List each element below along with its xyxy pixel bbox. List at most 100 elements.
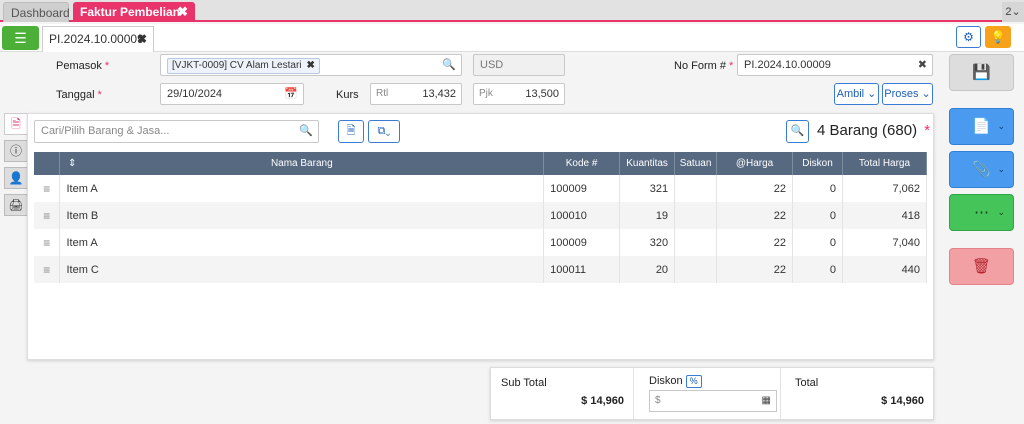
pemasok-field[interactable]: [VJKT-0009] CV Alam Lestari ✖ 🔍 [160, 54, 462, 76]
item-search-input[interactable]: Cari/Pilih Barang & Jasa... 🔍 [34, 120, 319, 143]
cell-price[interactable]: 22 [716, 202, 794, 229]
drag-handle-icon[interactable]: ≡ [34, 256, 61, 283]
cell-price[interactable]: 22 [716, 256, 794, 283]
document-tab-label: PI.2024.10.00009 [49, 32, 144, 46]
tab-counter[interactable]: 2⌄ [1002, 2, 1024, 22]
cell-name[interactable]: Item B [59, 202, 545, 229]
drag-handle-icon[interactable]: ≡ [34, 229, 61, 256]
table-row[interactable]: ≡ Item C 100011 20 22 0 440 [34, 256, 927, 283]
file-icon: 📄 [972, 118, 991, 135]
cell-qty[interactable]: 20 [619, 256, 676, 283]
cell-unit[interactable] [674, 202, 718, 229]
top-tab-strip: Dashboard Faktur Pembelian ✖ 2⌄ [0, 0, 1024, 22]
column-header-total[interactable]: Total Harga [842, 152, 927, 175]
cell-unit[interactable] [674, 256, 718, 283]
kurs-pjk-field[interactable]: Pjk 13,500 [473, 83, 565, 105]
more-icon: ⋯ [974, 204, 989, 221]
table-row[interactable]: ≡ Item A 100009 320 22 0 7,040 [34, 229, 927, 256]
person-icon[interactable]: 👤 [4, 167, 28, 189]
table-row[interactable]: ≡ Item B 100010 19 22 0 418 [34, 202, 927, 229]
cell-qty[interactable]: 321 [619, 175, 676, 202]
column-header-diskon[interactable]: Diskon [792, 152, 843, 175]
cell-unit[interactable] [674, 175, 718, 202]
percent-toggle[interactable]: % [685, 375, 702, 388]
column-header-kuantitas[interactable]: Kuantitas [619, 152, 676, 175]
cell-disc[interactable]: 0 [792, 256, 843, 283]
chevron-down-icon: ⌄ [997, 164, 1005, 174]
cell-code[interactable]: 100009 [543, 229, 621, 256]
doc-tab-icon[interactable]: 🗎 [4, 113, 28, 135]
totals-panel: Sub Total $ 14,960 Diskon% $ ▦ Total $ 1… [490, 367, 934, 420]
column-header-nama[interactable]: ⇕ Nama Barang [59, 152, 545, 175]
tab-dashboard[interactable]: Dashboard [3, 2, 70, 22]
column-header-harga[interactable]: @Harga [716, 152, 794, 175]
cell-name[interactable]: Item A [59, 229, 545, 256]
cell-disc[interactable]: 0 [792, 202, 843, 229]
dollar-prefix: $ [655, 395, 661, 406]
kurs-label: Kurs [336, 89, 359, 101]
bulb-icon[interactable]: 💡 [985, 26, 1011, 48]
column-header-drag [34, 152, 61, 175]
save-icon: 💾 [972, 64, 991, 81]
list-icon[interactable]: ☰ [2, 26, 39, 50]
cell-disc[interactable]: 0 [792, 175, 843, 202]
rtl-prefix: Rtl [376, 88, 389, 99]
tab-faktur-pembelian[interactable]: Faktur Pembelian ✖ [73, 2, 195, 22]
gear-icon[interactable]: ⚙ [956, 26, 981, 48]
doc-icon[interactable]: 🗎 [338, 120, 364, 143]
tanggal-field[interactable]: 29/10/2024 📅 [160, 83, 304, 105]
paperclip-icon: 📎 [972, 161, 991, 178]
cell-unit[interactable] [674, 229, 718, 256]
cell-price[interactable]: 22 [716, 175, 794, 202]
close-icon[interactable]: ✖ [177, 4, 188, 19]
cell-code[interactable]: 100010 [543, 202, 621, 229]
search-icon[interactable]: 🔍 [786, 120, 809, 143]
noform-field[interactable]: PI.2024.10.00009 ✖ [737, 54, 933, 76]
info-icon[interactable]: ⓘ [4, 140, 28, 162]
drag-handle-icon[interactable]: ≡ [34, 175, 61, 202]
column-header-kode[interactable]: Kode # [543, 152, 621, 175]
cell-name[interactable]: Item A [59, 175, 545, 202]
pemasok-label: Pemasok * [56, 60, 110, 72]
calculator-icon[interactable]: ▦ [761, 395, 771, 406]
ambil-button[interactable]: Ambil ⌄ [834, 83, 879, 105]
search-icon[interactable]: 🔍 [442, 59, 456, 71]
subtotal-cell: Sub Total $ 14,960 [491, 368, 634, 419]
item-count: 4 Barang (680) * [817, 122, 931, 139]
cell-code[interactable]: 100011 [543, 256, 621, 283]
proses-button[interactable]: Proses ⌄ [882, 83, 933, 105]
trash-icon: 🗑 [971, 258, 992, 275]
diskon-input[interactable]: $ ▦ [649, 390, 777, 412]
drag-handle-icon[interactable]: ≡ [34, 202, 61, 229]
copy-icon[interactable]: ⧉⌄ [368, 120, 400, 143]
cell-qty[interactable]: 19 [619, 202, 676, 229]
cell-total: 7,062 [842, 175, 927, 202]
diskon-cell: Diskon% $ ▦ [634, 368, 781, 419]
table-header: ⇕ Nama Barang Kode # Kuantitas Satuan @Ha… [34, 152, 927, 175]
more-actions-button[interactable]: ⋯ ⌄ [949, 194, 1014, 231]
column-header-satuan[interactable]: Satuan [674, 152, 718, 175]
search-icon[interactable]: 🔍 [299, 125, 313, 137]
close-icon[interactable]: ✖ [136, 32, 147, 46]
delete-button[interactable]: 🗑 [949, 248, 1014, 285]
sort-icon[interactable]: ⇕ [68, 158, 77, 169]
noform-label: No Form # * [674, 60, 734, 72]
save-button[interactable]: 💾 [949, 54, 1014, 91]
print-icon[interactable]: 🖨 [4, 194, 28, 216]
document-tab[interactable]: PI.2024.10.00009 ✖ [42, 26, 154, 52]
table-row[interactable]: ≡ Item A 100009 321 22 0 7,062 [34, 175, 927, 202]
document-menu-button[interactable]: 📄 ⌄ [949, 108, 1014, 145]
close-icon[interactable]: ✖ [306, 60, 315, 71]
cell-qty[interactable]: 320 [619, 229, 676, 256]
cell-total: 440 [842, 256, 927, 283]
calendar-icon[interactable]: 📅 [284, 88, 298, 100]
tab-label: Faktur Pembelian [80, 5, 181, 19]
pjk-prefix: Pjk [479, 88, 493, 99]
cell-price[interactable]: 22 [716, 229, 794, 256]
kurs-rtl-field[interactable]: Rtl 13,432 [370, 83, 462, 105]
cell-name[interactable]: Item C [59, 256, 545, 283]
cell-disc[interactable]: 0 [792, 229, 843, 256]
attachment-button[interactable]: 📎 ⌄ [949, 151, 1014, 188]
cell-code[interactable]: 100009 [543, 175, 621, 202]
clear-icon[interactable]: ✖ [917, 59, 927, 71]
